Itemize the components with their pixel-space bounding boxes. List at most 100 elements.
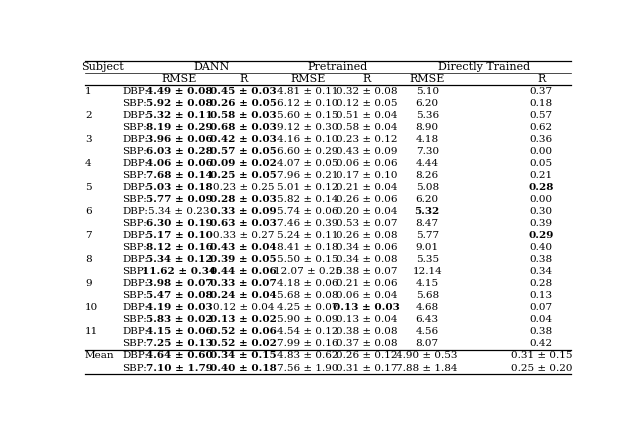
Text: 4.19 ± 0.03: 4.19 ± 0.03: [146, 303, 212, 312]
Text: 4.90 ± 0.53: 4.90 ± 0.53: [396, 351, 458, 360]
Text: 0.30: 0.30: [530, 207, 553, 216]
Text: 5.60 ± 0.15: 5.60 ± 0.15: [277, 111, 339, 120]
Text: 0.00: 0.00: [530, 147, 553, 156]
Text: 8.26: 8.26: [415, 171, 439, 180]
Text: 0.13: 0.13: [530, 291, 553, 300]
Text: 0.26 ± 0.08: 0.26 ± 0.08: [336, 231, 397, 240]
Text: SBP:: SBP:: [122, 123, 147, 132]
Text: SBP:: SBP:: [122, 147, 147, 156]
Text: 7.46 ± 0.39: 7.46 ± 0.39: [277, 219, 339, 228]
Text: 0.42: 0.42: [530, 339, 553, 348]
Text: 7.10 ± 1.79: 7.10 ± 1.79: [146, 363, 212, 372]
Text: 12.14: 12.14: [412, 267, 442, 276]
Text: SBP:: SBP:: [122, 99, 147, 108]
Text: 0.38: 0.38: [530, 255, 553, 264]
Text: 5.47 ± 0.08: 5.47 ± 0.08: [146, 291, 212, 300]
Text: 5.92 ± 0.08: 5.92 ± 0.08: [146, 99, 212, 108]
Text: 4.56: 4.56: [415, 327, 439, 336]
Text: SBP:: SBP:: [122, 291, 147, 300]
Text: 0.24 ± 0.04: 0.24 ± 0.04: [211, 291, 277, 300]
Text: 5.83 ± 0.02: 5.83 ± 0.02: [146, 315, 212, 324]
Text: 5.08: 5.08: [415, 183, 439, 192]
Text: 5.82 ± 0.14: 5.82 ± 0.14: [277, 195, 339, 204]
Text: 5.50 ± 0.15: 5.50 ± 0.15: [277, 255, 339, 264]
Text: 0.25 ± 0.05: 0.25 ± 0.05: [211, 171, 277, 180]
Text: 0.40 ± 0.18: 0.40 ± 0.18: [211, 363, 277, 372]
Text: 6.30 ± 0.19: 6.30 ± 0.19: [146, 219, 212, 228]
Text: 5.68 ± 0.08: 5.68 ± 0.08: [277, 291, 339, 300]
Text: 5.03 ± 0.18: 5.03 ± 0.18: [146, 183, 212, 192]
Text: 11.62 ± 0.34: 11.62 ± 0.34: [142, 267, 216, 276]
Text: 5.36: 5.36: [415, 111, 439, 120]
Text: 0.09 ± 0.02: 0.09 ± 0.02: [211, 159, 277, 168]
Text: 0.06 ± 0.06: 0.06 ± 0.06: [336, 159, 397, 168]
Text: 0.18: 0.18: [530, 99, 553, 108]
Text: 0.58 ± 0.03: 0.58 ± 0.03: [211, 111, 277, 120]
Text: 3: 3: [85, 135, 92, 144]
Text: DBP:: DBP:: [122, 159, 148, 168]
Text: DBP:: DBP:: [122, 135, 148, 144]
Text: 0.52 ± 0.06: 0.52 ± 0.06: [211, 327, 277, 336]
Text: SBP:: SBP:: [122, 171, 147, 180]
Text: 0.62: 0.62: [530, 123, 553, 132]
Text: 5.32 ± 0.11: 5.32 ± 0.11: [146, 111, 212, 120]
Text: Subject: Subject: [81, 62, 124, 72]
Text: 4.06 ± 0.06: 4.06 ± 0.06: [146, 159, 212, 168]
Text: 0.57: 0.57: [530, 111, 553, 120]
Text: 5.90 ± 0.09: 5.90 ± 0.09: [277, 315, 339, 324]
Text: 0.05: 0.05: [530, 159, 553, 168]
Text: 4.16 ± 0.10: 4.16 ± 0.10: [277, 135, 339, 144]
Text: SBP:: SBP:: [122, 243, 147, 252]
Text: 8.12 ± 0.16: 8.12 ± 0.16: [146, 243, 212, 252]
Text: 0.26 ± 0.05: 0.26 ± 0.05: [211, 99, 277, 108]
Text: 6.12 ± 0.10: 6.12 ± 0.10: [277, 99, 339, 108]
Text: 12.07 ± 0.25: 12.07 ± 0.25: [274, 267, 342, 276]
Text: 0.53 ± 0.07: 0.53 ± 0.07: [336, 219, 397, 228]
Text: 4.07 ± 0.05: 4.07 ± 0.05: [277, 159, 339, 168]
Text: 0.57 ± 0.05: 0.57 ± 0.05: [211, 147, 277, 156]
Text: Pretrained: Pretrained: [307, 62, 367, 72]
Text: 7.96 ± 0.21: 7.96 ± 0.21: [277, 171, 339, 180]
Text: 8.19 ± 0.29: 8.19 ± 0.29: [146, 123, 212, 132]
Text: 0.33 ± 0.27: 0.33 ± 0.27: [213, 231, 275, 240]
Text: R: R: [363, 74, 371, 84]
Text: 0.34: 0.34: [530, 267, 553, 276]
Text: DANN: DANN: [193, 62, 230, 72]
Text: RMSE: RMSE: [161, 74, 197, 84]
Text: 0.13 ± 0.04: 0.13 ± 0.04: [336, 315, 397, 324]
Text: DBP:: DBP:: [122, 279, 148, 288]
Text: 0.06 ± 0.04: 0.06 ± 0.04: [336, 291, 397, 300]
Text: 5.24 ± 0.11: 5.24 ± 0.11: [277, 231, 339, 240]
Text: 5.17 ± 0.10: 5.17 ± 0.10: [146, 231, 212, 240]
Text: 0.44 ± 0.06: 0.44 ± 0.06: [211, 267, 277, 276]
Text: 0.34 ± 0.15: 0.34 ± 0.15: [211, 351, 277, 360]
Text: SBP:: SBP:: [122, 219, 147, 228]
Text: SBP:: SBP:: [122, 195, 147, 204]
Text: 0.28: 0.28: [529, 183, 554, 192]
Text: 4.81 ± 0.11: 4.81 ± 0.11: [277, 87, 339, 96]
Text: 0.34 ± 0.06: 0.34 ± 0.06: [336, 243, 397, 252]
Text: 0.39: 0.39: [530, 219, 553, 228]
Text: Directly Trained: Directly Trained: [438, 62, 531, 72]
Text: 5: 5: [85, 183, 92, 192]
Text: 0.21 ± 0.04: 0.21 ± 0.04: [336, 183, 397, 192]
Text: 0.13 ± 0.03: 0.13 ± 0.03: [333, 303, 400, 312]
Text: 0.68 ± 0.03: 0.68 ± 0.03: [211, 123, 277, 132]
Text: 0.34 ± 0.08: 0.34 ± 0.08: [336, 255, 397, 264]
Text: 0.33 ± 0.07: 0.33 ± 0.07: [211, 279, 277, 288]
Text: 8: 8: [85, 255, 92, 264]
Text: 0.33 ± 0.09: 0.33 ± 0.09: [211, 207, 277, 216]
Text: SBP:: SBP:: [122, 267, 147, 276]
Text: 0.37: 0.37: [530, 87, 553, 96]
Text: 1: 1: [85, 87, 92, 96]
Text: 5.01 ± 0.12: 5.01 ± 0.12: [277, 183, 339, 192]
Text: 4.49 ± 0.08: 4.49 ± 0.08: [146, 87, 212, 96]
Text: RMSE: RMSE: [291, 74, 326, 84]
Text: 0.37 ± 0.08: 0.37 ± 0.08: [336, 339, 397, 348]
Text: 0.21: 0.21: [530, 171, 553, 180]
Text: 5.77 ± 0.09: 5.77 ± 0.09: [146, 195, 212, 204]
Text: 0.36: 0.36: [530, 135, 553, 144]
Text: 6.43: 6.43: [415, 315, 439, 324]
Text: 0.28: 0.28: [530, 279, 553, 288]
Text: 0.45 ± 0.03: 0.45 ± 0.03: [211, 87, 277, 96]
